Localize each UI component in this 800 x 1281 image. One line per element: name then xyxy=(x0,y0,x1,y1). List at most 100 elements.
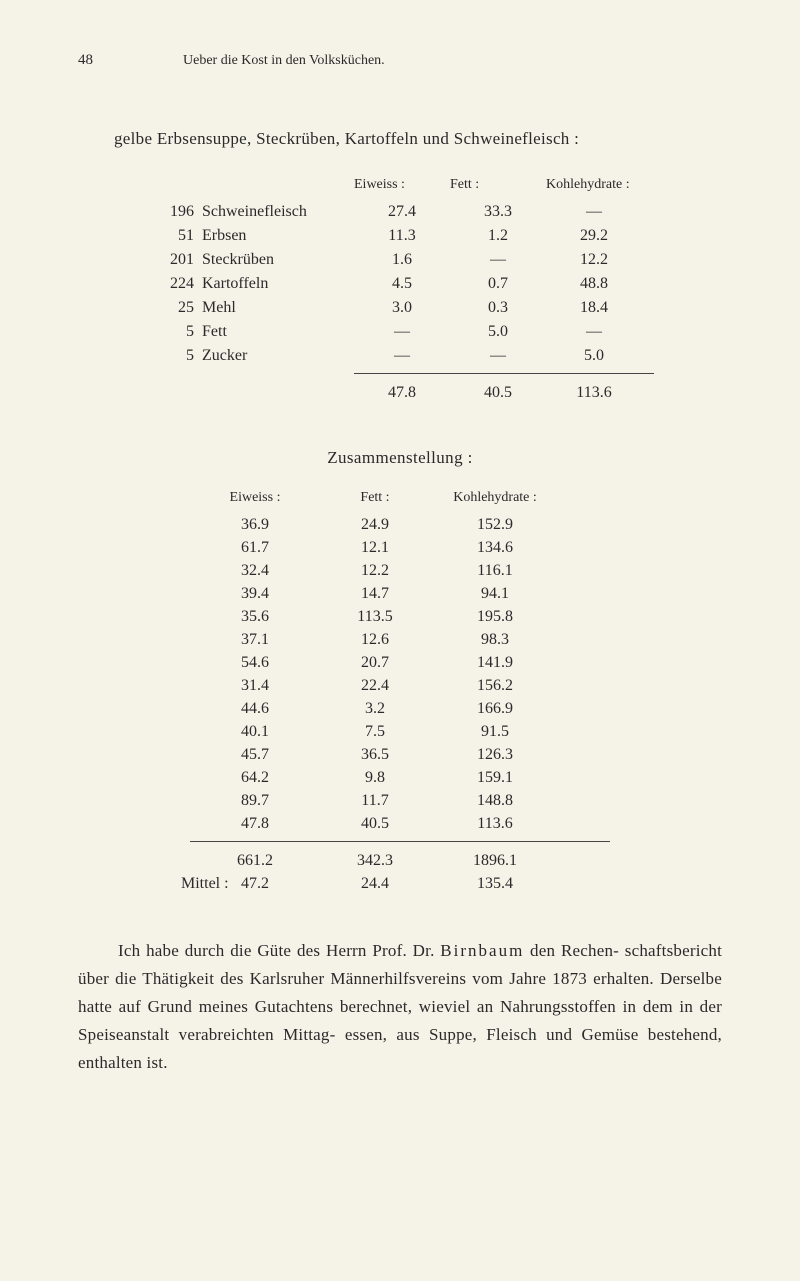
table-header-row: Eiweiss : Fett : Kohlehydrate : xyxy=(166,177,722,193)
cell-koh: 134.6 xyxy=(430,539,560,557)
cell-eiweiss: 3.0 xyxy=(354,299,450,317)
cell-fett: 5.0 xyxy=(450,323,546,341)
intro-text: gelbe Erbsensuppe, Steckrüben, Kartoffel… xyxy=(114,129,722,149)
cell-fett: 9.8 xyxy=(320,769,430,787)
mittel-label: Mittel : xyxy=(181,875,229,893)
table-row: 40.17.591.5 xyxy=(190,723,610,741)
cell-item: Steckrüben xyxy=(202,251,354,269)
cell-koh: 116.1 xyxy=(430,562,560,580)
cell-item: Erbsen xyxy=(202,227,354,245)
cell-fett: 36.5 xyxy=(320,746,430,764)
total-koh: 113.6 xyxy=(546,384,642,402)
cell-koh: — xyxy=(546,203,642,221)
cell-item: Mehl xyxy=(202,299,354,317)
cell-koh: — xyxy=(546,323,642,341)
para-text-1: Ich habe durch die Güte des Herrn Prof. … xyxy=(118,941,440,960)
table2-mittel-row: Mittel : 47.2 24.4 135.4 xyxy=(190,875,610,893)
header-eiweiss: Eiweiss : xyxy=(354,177,450,193)
para-text-1b: den Rechen- xyxy=(524,941,619,960)
cell-fett: 0.7 xyxy=(450,275,546,293)
cell-qty: 196 xyxy=(166,203,202,221)
cell-koh: 5.0 xyxy=(546,347,642,365)
total-fett: 40.5 xyxy=(450,384,546,402)
cell-fett: 22.4 xyxy=(320,677,430,695)
cell-item: Kartoffeln xyxy=(202,275,354,293)
cell-item: Zucker xyxy=(202,347,354,365)
total2-eiweiss: 661.2 xyxy=(190,852,320,870)
cell-item: Schweinefleisch xyxy=(202,203,354,221)
cell-fett: 20.7 xyxy=(320,654,430,672)
cell-fett: 3.2 xyxy=(320,700,430,718)
cell-koh: 141.9 xyxy=(430,654,560,672)
cell-eiweiss: 47.8 xyxy=(190,815,320,833)
section-heading: Zusammenstellung : xyxy=(78,448,722,468)
table-row: 201Steckrüben1.6—12.2 xyxy=(166,251,722,269)
header2-fett: Fett : xyxy=(320,490,430,506)
table-row: 64.29.8159.1 xyxy=(190,769,610,787)
cell-fett: — xyxy=(450,347,546,365)
cell-koh: 94.1 xyxy=(430,585,560,603)
cell-eiweiss: 40.1 xyxy=(190,723,320,741)
header-fett: Fett : xyxy=(450,177,546,193)
table-row: 37.112.698.3 xyxy=(190,631,610,649)
header2-kohlehydrate: Kohlehydrate : xyxy=(430,490,560,506)
cell-qty: 5 xyxy=(166,323,202,341)
total2-fett: 342.3 xyxy=(320,852,430,870)
cell-qty: 224 xyxy=(166,275,202,293)
table-row: 89.711.7148.8 xyxy=(190,792,610,810)
cell-eiweiss: 31.4 xyxy=(190,677,320,695)
total-eiweiss: 47.8 xyxy=(354,384,450,402)
cell-koh: 12.2 xyxy=(546,251,642,269)
table-row: 54.620.7141.9 xyxy=(190,654,610,672)
header-kohlehydrate: Kohlehydrate : xyxy=(546,177,676,193)
cell-fett: 0.3 xyxy=(450,299,546,317)
table-total-row: 47.8 40.5 113.6 xyxy=(166,384,722,402)
mittel-koh: 135.4 xyxy=(430,875,560,893)
cell-fett: 7.5 xyxy=(320,723,430,741)
cell-fett: 12.2 xyxy=(320,562,430,580)
cell-eiweiss: — xyxy=(354,347,450,365)
cell-koh: 113.6 xyxy=(430,815,560,833)
table-row: 35.6113.5195.8 xyxy=(190,608,610,626)
chapter-title: Ueber die Kost in den Volksküchen. xyxy=(183,53,385,69)
cell-fett: 24.9 xyxy=(320,516,430,534)
cell-qty: 25 xyxy=(166,299,202,317)
cell-eiweiss: — xyxy=(354,323,450,341)
table-row: 45.736.5126.3 xyxy=(190,746,610,764)
cell-koh: 148.8 xyxy=(430,792,560,810)
cell-fett: 11.7 xyxy=(320,792,430,810)
cell-koh: 91.5 xyxy=(430,723,560,741)
cell-koh: 29.2 xyxy=(546,227,642,245)
cell-eiweiss: 27.4 xyxy=(354,203,450,221)
cell-fett: 14.7 xyxy=(320,585,430,603)
cell-item: Fett xyxy=(202,323,354,341)
cell-koh: 156.2 xyxy=(430,677,560,695)
table-row: 39.414.794.1 xyxy=(190,585,610,603)
ingredients-table: Eiweiss : Fett : Kohlehydrate : 196Schwe… xyxy=(166,177,722,402)
cell-eiweiss: 32.4 xyxy=(190,562,320,580)
table2-header-row: Eiweiss : Fett : Kohlehydrate : xyxy=(190,490,610,506)
table-row: 5Fett—5.0— xyxy=(166,323,722,341)
cell-fett: 40.5 xyxy=(320,815,430,833)
table-row: 61.712.1134.6 xyxy=(190,539,610,557)
cell-fett: — xyxy=(450,251,546,269)
page-header: 48 Ueber die Kost in den Volksküchen. xyxy=(78,52,722,69)
table-row: 32.412.2116.1 xyxy=(190,562,610,580)
table-row: 224Kartoffeln4.50.748.8 xyxy=(166,275,722,293)
total2-koh: 1896.1 xyxy=(430,852,560,870)
cell-koh: 195.8 xyxy=(430,608,560,626)
cell-qty: 51 xyxy=(166,227,202,245)
para-name-spaced: Birnbaum xyxy=(440,941,524,960)
cell-eiweiss: 54.6 xyxy=(190,654,320,672)
table-row: 51Erbsen11.31.229.2 xyxy=(166,227,722,245)
cell-eiweiss: 4.5 xyxy=(354,275,450,293)
cell-eiweiss: 44.6 xyxy=(190,700,320,718)
table-row: 44.63.2166.9 xyxy=(190,700,610,718)
table-row: 5Zucker——5.0 xyxy=(166,347,722,365)
cell-koh: 159.1 xyxy=(430,769,560,787)
cell-fett: 113.5 xyxy=(320,608,430,626)
table-row: 31.422.4156.2 xyxy=(190,677,610,695)
cell-eiweiss: 37.1 xyxy=(190,631,320,649)
cell-fett: 12.1 xyxy=(320,539,430,557)
summary-table: Eiweiss : Fett : Kohlehydrate : 36.924.9… xyxy=(190,490,610,893)
